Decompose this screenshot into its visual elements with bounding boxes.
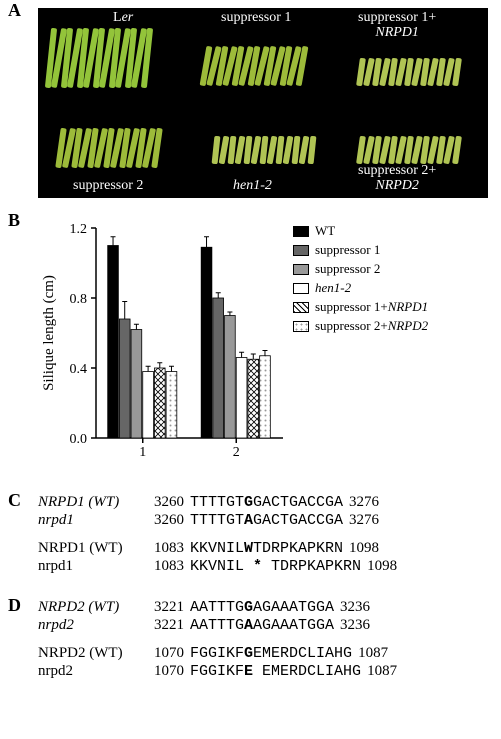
siliques-sup1 [203, 46, 307, 86]
legend-s1n: suppressor 1+NRPD1 [315, 299, 428, 315]
seq-end: 1098 [361, 558, 406, 575]
photo-label-sup1n: suppressor 1+NRPD1 [358, 10, 436, 41]
seq-start: 1070 [148, 663, 190, 680]
legend-wt: WT [315, 223, 335, 239]
siliques-ler [48, 28, 152, 88]
siliques-sup2 [58, 128, 162, 168]
panel-c-dna: NRPD1 (WT) 3260 TTTTGTGGACTGACCGA 3276 n… [38, 494, 388, 530]
legend-s2n: suppressor 2+NRPD2 [315, 318, 428, 334]
seq-start: 1083 [148, 558, 190, 575]
panel-a-label: A [8, 0, 21, 21]
seq-end: 1087 [361, 663, 406, 680]
seq-seq: FGGIKFE EMERDCLIAHG [190, 663, 361, 680]
panel-d-label: D [8, 595, 21, 616]
svg-text:Silique length (cm): Silique length (cm) [41, 275, 57, 391]
seq-start: 3221 [148, 617, 190, 634]
chart-legend: WT suppressor 1 suppressor 2 hen1-2 supp… [293, 223, 428, 337]
panel-b-label: B [8, 210, 20, 231]
seq-end: 3236 [334, 617, 379, 634]
chart-wrap: 0.0 0.4 0.8 1.2 Silique length (cm) 1 2 WT sup… [38, 218, 488, 473]
photo-label-sup2: suppressor 2 [73, 178, 143, 194]
photo-label-sup1: suppressor 1 [221, 10, 291, 26]
panel-d-prot: NRPD2 (WT) 1070 FGGIKFGEMERDCLIAHG 1087 … [38, 645, 406, 681]
seq-seq: TTTTGTGGACTGACCGA [190, 494, 343, 511]
seq-seq: FGGIKFGEMERDCLIAHG [190, 645, 352, 662]
panel-d-dna: NRPD2 (WT) 3221 AATTTGGAGAAATGGA 3236 nr… [38, 599, 379, 635]
seq-start: 1070 [148, 645, 190, 662]
seq-name: NRPD2 (WT) [38, 599, 148, 616]
seq-start: 3260 [148, 512, 190, 529]
seq-name: nrpd1 [38, 512, 148, 529]
seq-seq: KKVNILWTDRPKAPKRN [190, 540, 343, 557]
seq-end: 3276 [343, 512, 388, 529]
seq-name: NRPD2 (WT) [38, 645, 148, 662]
svg-text:0.8: 0.8 [70, 292, 88, 307]
legend-s1: suppressor 1 [315, 242, 380, 258]
panel-c-label: C [8, 490, 21, 511]
seq-end: 3276 [343, 494, 388, 511]
seq-seq: TTTTGTAGACTGACCGA [190, 512, 343, 529]
seq-end: 3236 [334, 599, 379, 616]
seq-name: nrpd2 [38, 663, 148, 680]
siliques-hen [213, 136, 317, 164]
panel-c-prot: NRPD1 (WT) 1083 KKVNILWTDRPKAPKRN 1098 n… [38, 540, 406, 576]
svg-text:2: 2 [233, 445, 240, 460]
svg-text:1.2: 1.2 [70, 222, 88, 237]
legend-hen: hen1-2 [315, 280, 351, 296]
svg-text:1: 1 [139, 445, 146, 460]
siliques-sup1n [358, 58, 462, 86]
photo-label-sup2n: suppressor 2+NRPD2 [358, 163, 436, 194]
seq-end: 1087 [352, 645, 397, 662]
seq-seq: AATTTGAAGAAATGGA [190, 617, 334, 634]
seq-name: nrpd1 [38, 558, 148, 575]
photo-label-hen: hen1-2 [233, 178, 272, 194]
seq-name: NRPD1 (WT) [38, 540, 148, 557]
legend-s2: suppressor 2 [315, 261, 380, 277]
silique-chart: 0.0 0.4 0.8 1.2 Silique length (cm) 1 2 [38, 218, 288, 463]
seq-end: 1098 [343, 540, 388, 557]
svg-text:0.0: 0.0 [70, 432, 88, 447]
svg-text:0.4: 0.4 [70, 362, 88, 377]
seq-start: 3260 [148, 494, 190, 511]
seq-name: nrpd2 [38, 617, 148, 634]
seq-start: 3221 [148, 599, 190, 616]
seq-seq: AATTTGGAGAAATGGA [190, 599, 334, 616]
photo-label-ler: Ler [113, 10, 133, 26]
seq-seq: KKVNIL * TDRPKAPKRN [190, 558, 361, 575]
panel-a-photo: Ler suppressor 1 suppressor 1+NRPD1 supp… [38, 8, 488, 198]
seq-start: 1083 [148, 540, 190, 557]
siliques-sup2n [358, 136, 462, 164]
seq-name: NRPD1 (WT) [38, 494, 148, 511]
